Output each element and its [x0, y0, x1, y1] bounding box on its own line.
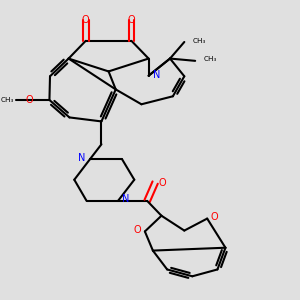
Text: O: O: [26, 95, 33, 105]
Text: O: O: [128, 15, 135, 25]
Text: N: N: [78, 153, 86, 163]
Text: CH₃: CH₃: [1, 97, 14, 103]
Text: CH₃: CH₃: [192, 38, 206, 44]
Text: O: O: [134, 225, 142, 235]
Text: O: O: [158, 178, 166, 188]
Text: CH₃: CH₃: [203, 56, 217, 62]
Text: N: N: [122, 194, 130, 204]
Text: N: N: [153, 70, 160, 80]
Text: O: O: [82, 15, 89, 25]
Text: O: O: [211, 212, 218, 222]
